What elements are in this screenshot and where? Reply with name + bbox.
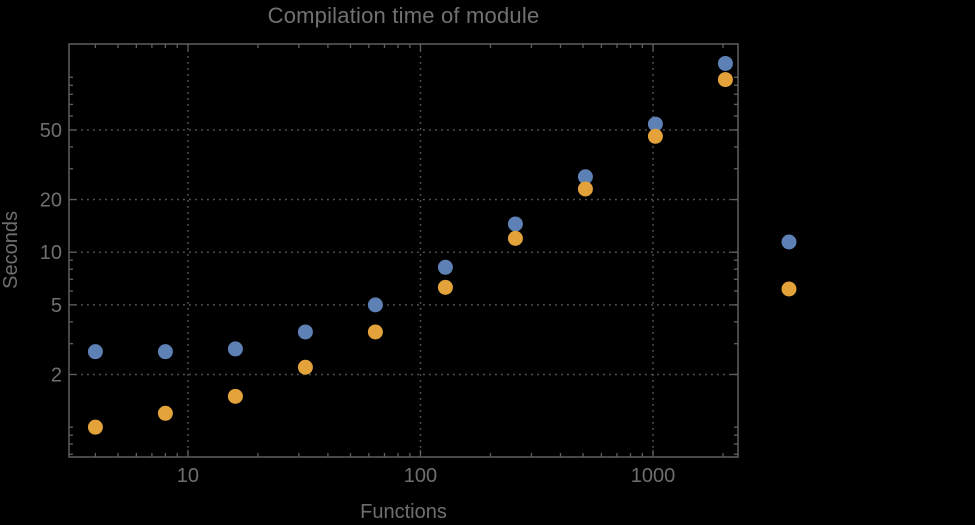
legend-marker-blue (781, 234, 797, 250)
x-tick-label: 10 (177, 465, 199, 487)
data-point-series-2-orange (717, 72, 733, 88)
data-point-series-1-blue (437, 259, 453, 275)
data-point-series-2-orange (87, 419, 103, 435)
y-tick-label: 50 (40, 120, 62, 142)
x-tick-label: 1000 (631, 465, 676, 487)
x-axis-label: Functions (360, 501, 447, 523)
data-point-series-1-blue (157, 344, 173, 360)
y-tick-label: 2 (51, 364, 62, 386)
data-point-series-1-blue (227, 341, 243, 357)
data-point-series-1-blue (647, 116, 663, 132)
data-point-series-2-orange (157, 405, 173, 421)
y-tick-label: 10 (40, 242, 62, 264)
data-point-series-1-blue (367, 297, 383, 313)
data-point-series-2-orange (647, 128, 663, 144)
data-point-series-1-blue (87, 344, 103, 360)
data-point-series-2-orange (227, 388, 243, 404)
y-tick-label: 20 (40, 190, 62, 212)
plot-frame (68, 43, 739, 458)
data-point-series-1-blue (717, 55, 733, 71)
data-point-series-2-orange (367, 324, 383, 340)
x-tick-label: 100 (404, 465, 437, 487)
chart-title: Compilation time of module (267, 3, 540, 28)
data-point-series-2-orange (297, 359, 313, 375)
data-point-series-1-blue (507, 216, 523, 232)
legend-marker-orange (781, 281, 797, 297)
data-point-series-2-orange (507, 230, 523, 246)
data-point-series-2-orange (437, 279, 453, 295)
data-point-series-2-orange (577, 181, 593, 197)
data-point-series-1-blue (297, 324, 313, 340)
data-point-series-1-blue (577, 169, 593, 185)
y-tick-label: 5 (51, 295, 62, 317)
